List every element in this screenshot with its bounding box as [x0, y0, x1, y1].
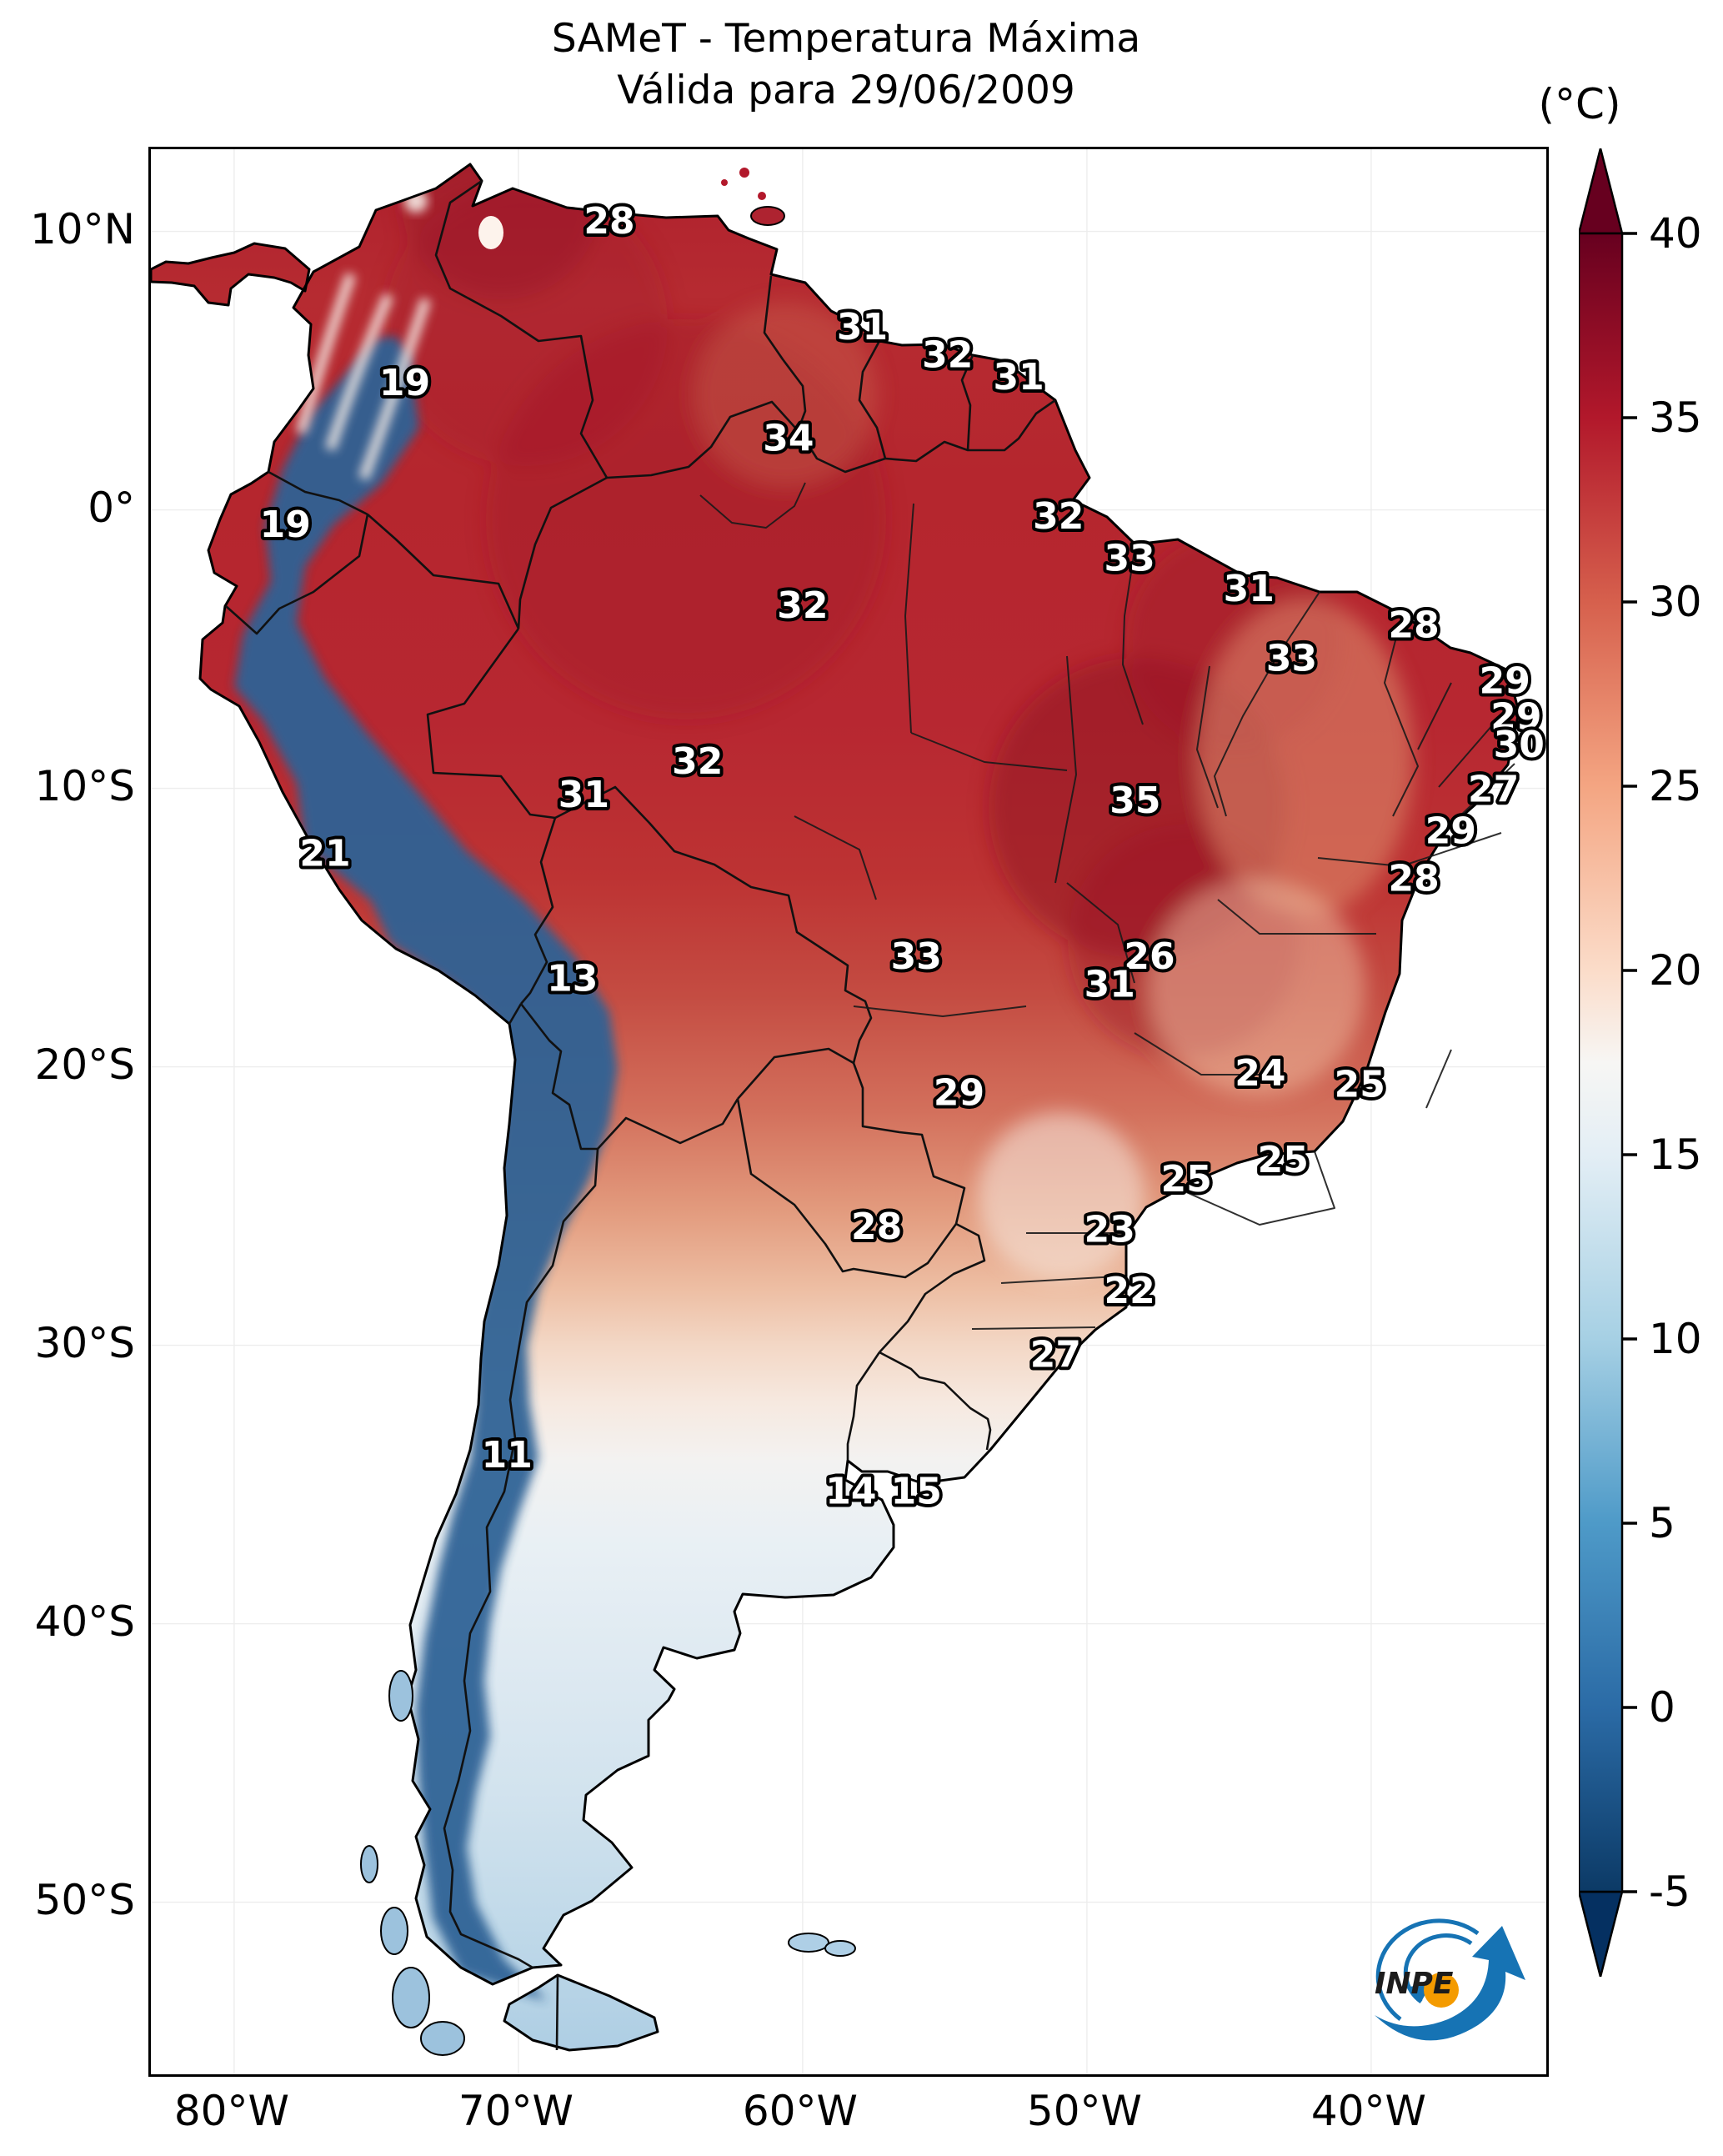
panama-isthmus: [151, 242, 311, 307]
chiloe-island: [388, 1670, 413, 1722]
temperature-value-label: 29: [1490, 696, 1541, 739]
temperature-value-label: 28: [584, 200, 634, 243]
temperature-value-label: 15: [891, 1470, 942, 1512]
islands: [360, 168, 856, 2056]
trinidad-island: [750, 206, 785, 226]
lon-tick-label: 80°W: [173, 2087, 289, 2135]
lat-tick-label: 50°S: [34, 1875, 135, 1924]
colorbar-tick-label: 0: [1649, 1683, 1675, 1732]
temperature-value-label: 31: [558, 774, 609, 816]
inpe-logo-arrow: [1375, 1926, 1525, 2041]
temperature-value-label: 27: [1030, 1334, 1081, 1376]
inpe-logo-swirl: [1375, 1918, 1480, 2022]
temperature-value-label: 27: [1468, 769, 1519, 811]
colorbar-tick-label: 10: [1649, 1315, 1702, 1363]
lon-tick-label: 40°W: [1310, 2087, 1426, 2135]
lon-tick-label: 60°W: [742, 2087, 858, 2135]
temperature-value-label: 13: [547, 958, 598, 1000]
lake-maracaibo: [478, 216, 503, 249]
temperature-value-label: 31: [837, 306, 888, 348]
state-borders: [699, 482, 1515, 1330]
colorbar-tick-label: -5: [1649, 1868, 1690, 1916]
temperature-value-label: 24: [1235, 1052, 1285, 1095]
temperature-value-label: 31: [993, 356, 1044, 399]
temperature-value-label: 35: [1109, 780, 1160, 822]
country-borders: [225, 179, 1056, 2051]
temperature-value-label: 32: [922, 334, 973, 377]
temperature-value-label: 31: [1224, 568, 1275, 610]
lat-tick-label: 0°: [88, 483, 135, 532]
colorbar-tick-label: 5: [1649, 1499, 1675, 1547]
falkland-islands-west: [788, 1933, 829, 1953]
map-axes: INPE 28 31 32 31 34 19 19 32 33 31 28 33 29 29 30 27 29 2…: [148, 147, 1549, 2077]
lat-tick-label: 30°S: [34, 1318, 135, 1367]
colorbar-gradient-bar: [1579, 232, 1624, 1893]
tierra-del-fuego: [503, 1973, 659, 2052]
falkland-islands-east: [824, 1940, 856, 1957]
colorbar-unit-label: (°C): [1538, 80, 1621, 128]
temperature-value-label: 25: [1258, 1139, 1309, 1181]
temperature-value-label: 30: [1494, 724, 1545, 766]
coastline: [151, 163, 1520, 2052]
temperature-value-label: 19: [260, 504, 311, 546]
temperature-value-label: 29: [934, 1072, 984, 1115]
temperature-value-label: 28: [851, 1206, 902, 1248]
temperature-value-label: 32: [1033, 495, 1084, 538]
temperature-value-label: 33: [1266, 638, 1317, 680]
temperature-field: [151, 164, 1519, 2050]
temperature-value-label: 33: [891, 935, 942, 978]
temperature-value-label: 22: [1104, 1270, 1155, 1312]
lon-tick-label: 70°W: [458, 2087, 573, 2135]
mild-spot-bahia: [1197, 599, 1414, 916]
temperature-value-label: 26: [1124, 935, 1175, 978]
inpe-logo: INPE: [1375, 1918, 1525, 2041]
temperature-value-label: 21: [299, 832, 350, 875]
temperature-value-label: 32: [777, 584, 828, 627]
temperature-value-label: 33: [1104, 537, 1155, 579]
inpe-logo-text: INPE: [1375, 1967, 1454, 2001]
temperature-value-label: 19: [379, 362, 430, 404]
temperature-value-label: 25: [1335, 1064, 1385, 1106]
colorbar-arrow-bottom: [1579, 1890, 1624, 1977]
temperature-value-label: 28: [1388, 604, 1439, 647]
lat-tick-label: 40°S: [34, 1597, 135, 1646]
inpe-logo-orange-ball: [1424, 1973, 1459, 2008]
chart-title-line2: Válida para 29/06/2009: [617, 68, 1075, 113]
temperature-value-label: 11: [482, 1434, 533, 1477]
lat-tick-label: 20°S: [34, 1040, 135, 1089]
colorbar-tick-label: 30: [1649, 578, 1702, 626]
colombia-cordilleras: [295, 272, 432, 481]
andes-cold-band: [234, 336, 618, 2001]
temperature-value-label: 29: [1480, 659, 1530, 702]
colorbar: 40 35 30 25 20 15 10 5 0 -5: [1579, 148, 1702, 1977]
colorbar-arrow-top: [1579, 148, 1624, 235]
chart-title-line1: SAMeT - Temperatura Máxima: [551, 16, 1141, 62]
colorbar-tick-label: 15: [1649, 1131, 1702, 1179]
temperature-value-label: 29: [1425, 810, 1476, 853]
colorbar-tick-label: 20: [1649, 946, 1702, 995]
colorbar-tick-label: 25: [1649, 762, 1702, 810]
temperature-value-label: 32: [672, 740, 723, 783]
lat-tick-label: 10°N: [29, 204, 135, 253]
colorbar-tick-label: 40: [1649, 209, 1702, 258]
chart-title: SAMeT - Temperatura Máxima Válida para 2…: [148, 13, 1544, 117]
temperature-value-label: 34: [763, 418, 814, 460]
temperature-value-label: 23: [1084, 1208, 1135, 1251]
temperature-value-label: 28: [1388, 857, 1439, 900]
lon-tick-label: 50°W: [1026, 2087, 1142, 2135]
colorbar-ticks: 40 35 30 25 20 15 10 5 0 -5: [1622, 209, 1702, 1916]
temperature-value-label: 25: [1161, 1158, 1212, 1201]
temperature-value-label: 31: [1084, 963, 1135, 1005]
colorbar-tick-label: 35: [1649, 394, 1702, 442]
lat-tick-label: 10°S: [34, 761, 135, 810]
temperature-value-label: 14: [825, 1470, 876, 1512]
